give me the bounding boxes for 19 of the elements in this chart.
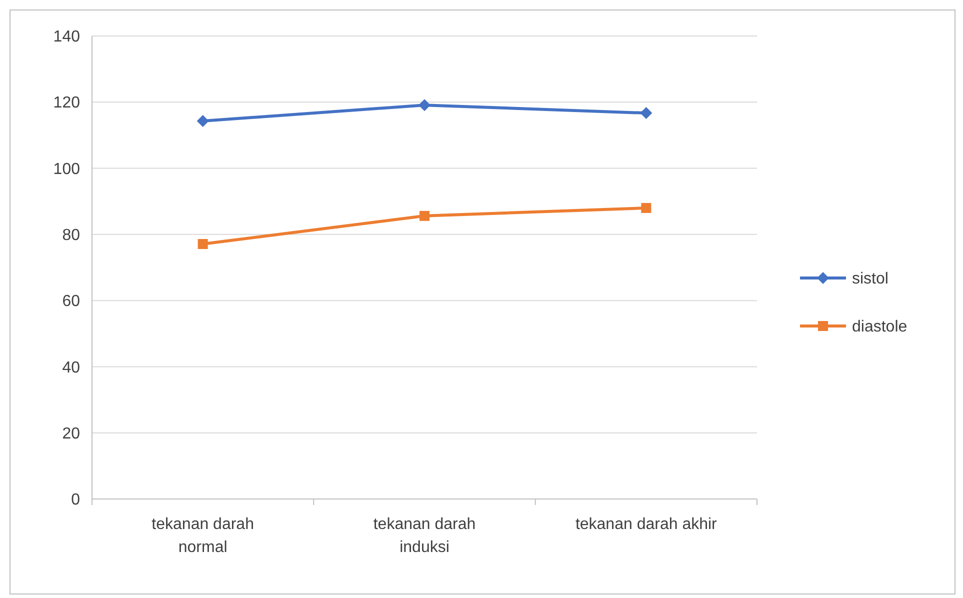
point	[641, 202, 652, 213]
point	[640, 107, 652, 120]
legend-label: diastole	[852, 318, 908, 336]
y-tick-label: 0	[71, 492, 80, 509]
x-tick-label: tekanan darah akhir	[575, 516, 718, 533]
point	[420, 210, 430, 221]
y-tick-label: 60	[62, 293, 80, 310]
y-tick-label: 40	[62, 359, 80, 376]
point	[198, 239, 208, 250]
point	[418, 99, 430, 112]
y-tick-label: 100	[53, 160, 80, 178]
y-tick-label: 20	[62, 425, 80, 442]
x-tick-label: tekanan darah induksi	[373, 516, 476, 556]
x-tick-label: tekanan darah normal	[152, 516, 254, 556]
y-tick-label: 120	[53, 94, 80, 112]
point	[196, 114, 209, 127]
y-tick-label: 140	[53, 28, 80, 46]
legend-label: sistol	[852, 270, 888, 288]
y-tick-label: 80	[62, 227, 80, 244]
